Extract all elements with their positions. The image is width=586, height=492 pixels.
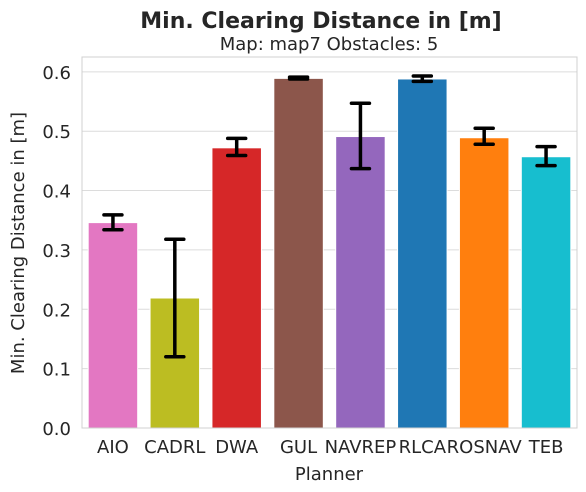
- x-tick-label: ROSNAV: [447, 437, 523, 458]
- y-tick-label: 0.3: [42, 241, 71, 262]
- x-tick-label: DWA: [215, 437, 259, 458]
- y-tick-label: 0.4: [42, 182, 71, 203]
- bar-teb: [520, 156, 572, 429]
- x-tick-label: AIO: [97, 437, 129, 458]
- bar-navrep: [335, 136, 386, 429]
- x-tick-label: NAVREP: [325, 437, 397, 458]
- chart-subtitle: Map: map7 Obstacles: 5: [220, 34, 439, 55]
- y-tick-label: 0.2: [42, 300, 71, 321]
- x-tick-label: TEB: [528, 437, 564, 458]
- x-tick-label: RLCA: [399, 437, 447, 458]
- x-tick-label: GUL: [280, 437, 317, 458]
- x-ticks: AIO CADRL DWA GUL NAVREP RLCA ROSNAV TEB: [97, 437, 563, 458]
- bar-rosnav: [458, 137, 510, 429]
- error-bars: [102, 74, 557, 359]
- x-axis-label: Planner: [295, 464, 364, 485]
- y-tick-label: 0.5: [42, 122, 71, 143]
- plot-frame: [81, 56, 578, 429]
- x-tick-label: CADRL: [144, 437, 205, 458]
- y-ticks: 0.0 0.1 0.2 0.3 0.4 0.5 0.6: [42, 63, 71, 440]
- bar-rlca: [397, 78, 448, 429]
- bar-dwa: [211, 147, 262, 429]
- bar-gul: [273, 77, 324, 429]
- y-tick-label: 0.1: [42, 360, 71, 381]
- bar-aio: [87, 222, 139, 429]
- chart-title: Min. Clearing Distance in [m]: [140, 9, 501, 34]
- y-tick-label: 0.6: [42, 63, 71, 84]
- y-axis-label: Min. Clearing Distance in [m]: [8, 112, 29, 374]
- y-tick-label: 0.0: [42, 419, 71, 440]
